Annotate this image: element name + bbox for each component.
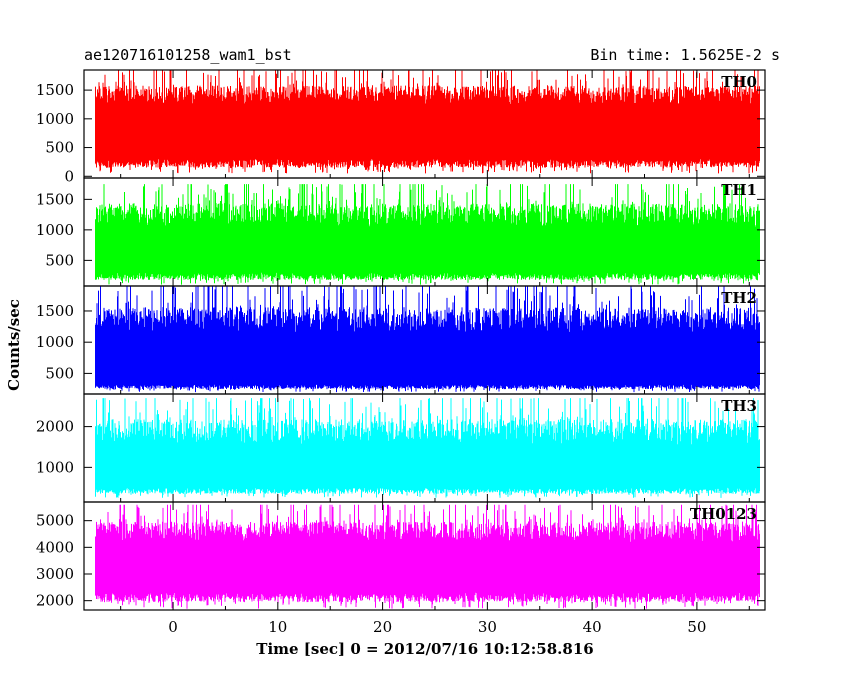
series-th2 <box>95 286 760 393</box>
y-tick-label: 500 <box>45 364 74 382</box>
y-tick-label: 1000 <box>36 458 74 476</box>
panel-th2: 500 1000 1500 TH2 <box>36 285 766 395</box>
panel-frame <box>83 501 766 611</box>
y-tick-label: 1000 <box>36 110 74 128</box>
y-tick-label: 2000 <box>36 418 74 436</box>
y-tick-label: 1500 <box>36 302 74 320</box>
y-tick-label: 5000 <box>36 512 74 530</box>
y-tick-label: 1500 <box>36 190 74 208</box>
x-tick-label: 40 <box>583 618 602 636</box>
panel-label: TH3 <box>721 397 757 415</box>
y-tick-label: 1000 <box>36 333 74 351</box>
y-tick-label: 1500 <box>36 81 74 99</box>
series-th0 <box>95 70 760 174</box>
panel-label: TH0 <box>721 73 757 91</box>
y-tick-label: 0 <box>64 167 74 185</box>
panel-th0123: 2000 3000 4000 5000 TH0123 0 10 20 30 40 50 <box>36 501 766 636</box>
panel-th3: 1000 2000 TH3 <box>36 393 766 503</box>
x-tick-label: 50 <box>687 618 706 636</box>
series-th3 <box>95 398 760 498</box>
y-tick-label: 1000 <box>36 221 74 239</box>
y-tick-label: 500 <box>45 139 74 157</box>
y-tick-label: 500 <box>45 251 74 269</box>
panel-th0: 0 500 1000 1500 TH0 <box>36 69 766 185</box>
bin-time-label: Bin time: 1.5625E-2 s <box>590 46 780 64</box>
x-tick-label: 0 <box>168 618 178 636</box>
y-tick-label: 4000 <box>36 538 74 556</box>
panel-th1: 500 1000 1500 TH1 <box>36 177 766 287</box>
y-tick-label: 2000 <box>36 592 74 610</box>
y-tick-label: 3000 <box>36 565 74 583</box>
x-axis-label: Time [sec] 0 = 2012/07/16 10:12:58.816 <box>256 640 593 658</box>
chart-title: ae120716101258_wam1_bst <box>84 46 292 64</box>
series-th0123 <box>95 504 760 609</box>
panel-label: TH2 <box>721 289 757 307</box>
x-tick-label: 20 <box>373 618 392 636</box>
x-tick-label: 10 <box>268 618 287 636</box>
panel-label: TH1 <box>721 181 757 199</box>
series-th1 <box>95 184 760 285</box>
x-tick-label: 30 <box>478 618 497 636</box>
panel-label: TH0123 <box>690 505 757 523</box>
y-axis-label: Counts/sec <box>5 299 23 391</box>
